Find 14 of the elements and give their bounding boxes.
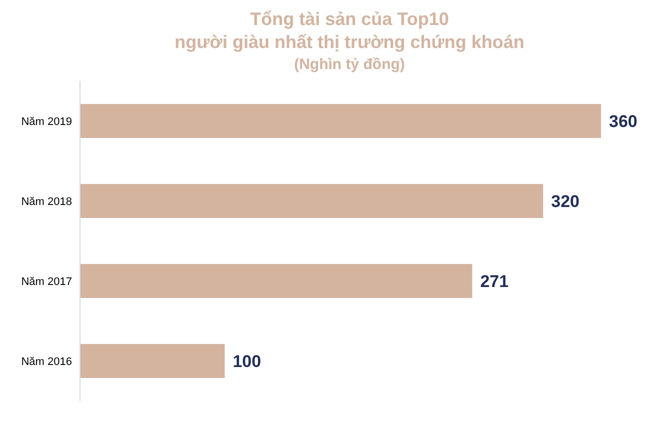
- y-tick-label: Năm 2016: [21, 356, 72, 368]
- data-label: 271: [480, 272, 509, 292]
- data-label: 100: [232, 352, 262, 372]
- bar: [80, 184, 544, 218]
- y-tick-label: Năm 2018: [21, 196, 72, 208]
- chart-title: Tổng tài sản của Top10 người giàu nhất thị trường chứng khoán: [174, 8, 526, 54]
- y-tick-label: Năm 2017: [21, 276, 72, 288]
- bar: [80, 264, 472, 298]
- y-tick-label: Năm 2019: [21, 116, 72, 128]
- bar: [80, 104, 601, 138]
- bar: [80, 344, 225, 378]
- data-label: 360: [609, 112, 638, 132]
- data-label: 320: [551, 192, 580, 212]
- chart-subtitle: (Nghìn tỷ đồng): [293, 55, 406, 75]
